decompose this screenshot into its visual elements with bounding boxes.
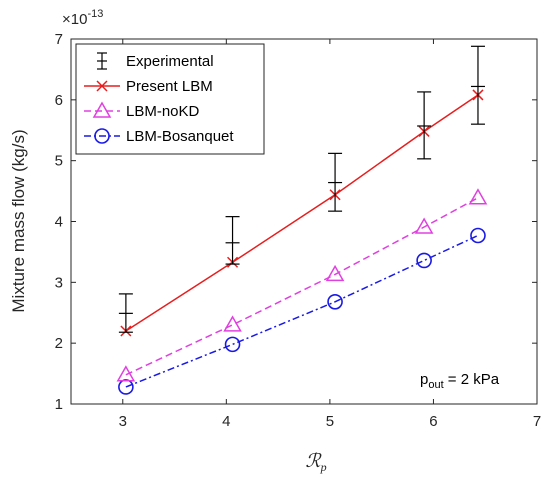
- legend-entry: LBM-noKD: [84, 101, 200, 120]
- triangle-marker: [223, 315, 242, 332]
- axes: 3 4 5 6 7 1 2 3 4 5 6 7: [55, 31, 542, 430]
- series-experimental: [118, 45, 485, 333]
- legend-label: LBM-noKD: [126, 103, 200, 120]
- errorbar: [118, 293, 133, 333]
- y-axis-exponent: ×10-13: [62, 8, 103, 28]
- annotation-rest: = 2 kPa: [444, 371, 500, 388]
- triangle-marker: [468, 188, 488, 205]
- y-tick-label: 1: [55, 396, 63, 413]
- x-axis-label-subscript: p: [320, 460, 327, 474]
- x-tick-label: 7: [533, 413, 541, 430]
- legend-entry: Experimental: [97, 52, 214, 70]
- annotation-pout: pout = 2 kPa: [420, 371, 500, 391]
- x-tick-label: 6: [429, 413, 437, 430]
- y-exponent-power: -13: [87, 8, 103, 20]
- circle-marker: [416, 252, 432, 269]
- annotation-sub: out: [428, 379, 443, 391]
- triangle-marker: [116, 365, 136, 382]
- legend-box: [75, 43, 265, 155]
- errorbar: [417, 91, 432, 160]
- annotation-main: p: [420, 371, 428, 388]
- legend: Experimental Present LBM LBM-noKD LBM-Bosan…: [75, 43, 265, 155]
- y-tick-label: 2: [55, 335, 63, 352]
- x-tick-label: 4: [222, 413, 230, 430]
- circle-marker: [118, 379, 134, 395]
- errorbar: [470, 45, 485, 125]
- x-axis-label-main: ℛ: [305, 451, 322, 472]
- x-axis-label: ℛp: [305, 451, 326, 474]
- circle-marker: [470, 227, 486, 244]
- legend-entry: LBM-Bosanquet: [84, 128, 234, 145]
- circle-marker: [94, 128, 110, 144]
- legend-entry: Present LBM: [84, 78, 213, 95]
- series-lbm-bosanquet: [118, 227, 486, 395]
- errorbar: [225, 216, 240, 265]
- y-tick-label: 7: [55, 31, 63, 48]
- circle-marker: [327, 293, 343, 310]
- legend-label: LBM-Bosanquet: [126, 128, 234, 145]
- series-layer: [116, 45, 488, 395]
- circle-marker: [224, 336, 241, 353]
- errorbar: [328, 152, 343, 212]
- x-tick-label: 3: [119, 413, 127, 430]
- legend-label: Present LBM: [126, 78, 213, 95]
- triangle-marker: [92, 101, 112, 118]
- y-tick-label: 3: [55, 274, 63, 291]
- series-line: [125, 234, 479, 388]
- series-lbm-nokd: [116, 188, 488, 382]
- y-tick-label: 4: [55, 214, 63, 231]
- cross-marker: [96, 80, 108, 92]
- cross-marker-stroke: [96, 80, 108, 92]
- legend-label: Experimental: [126, 53, 214, 70]
- x-tick-label: 5: [326, 413, 334, 430]
- y-tick-label: 6: [55, 92, 63, 109]
- y-exponent-base: ×10: [62, 11, 87, 28]
- triangle-marker: [414, 217, 434, 234]
- series-line: [125, 197, 479, 376]
- triangle-marker: [325, 264, 345, 282]
- y-axis-label: Mixture mass flow (kg/s): [9, 129, 28, 312]
- y-tick-label: 5: [55, 153, 63, 170]
